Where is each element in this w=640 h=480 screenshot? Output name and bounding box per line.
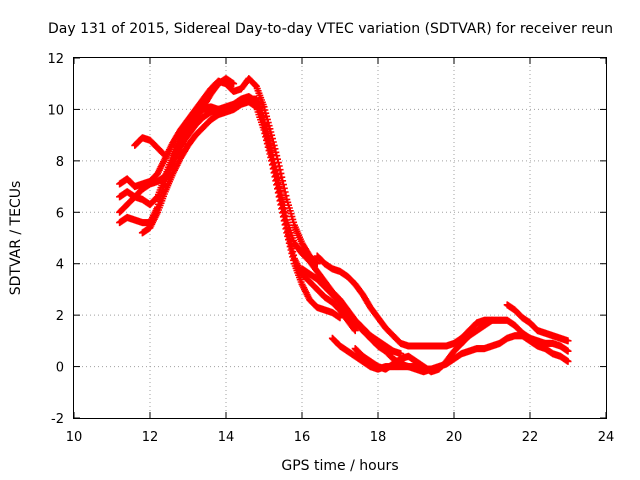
data-point [271, 145, 279, 153]
data-point [277, 169, 285, 177]
data-point [351, 327, 359, 335]
data-point [274, 155, 282, 163]
x-tick-label: 10 [66, 430, 83, 445]
data-point [488, 316, 496, 324]
data-markers [116, 75, 572, 376]
series-trace-6 [131, 134, 169, 160]
data-point [277, 190, 285, 198]
x-tick-label: 18 [370, 430, 387, 445]
y-tick-label: -2 [51, 412, 64, 427]
data-point [290, 251, 298, 259]
data-point [230, 80, 238, 88]
data-point [280, 205, 288, 213]
data-point [564, 337, 572, 345]
y-tick-label: 10 [47, 103, 64, 118]
data-point [264, 119, 272, 127]
data-point [260, 103, 268, 111]
data-point [273, 171, 281, 179]
data-point [263, 126, 271, 134]
data-point [161, 152, 169, 160]
data-point [279, 181, 287, 189]
data-point [278, 194, 286, 202]
data-point [312, 259, 320, 267]
y-tick-label: 0 [56, 361, 64, 376]
x-tick-label: 24 [598, 430, 615, 445]
data-point [267, 128, 275, 136]
series-trace-5 [116, 75, 238, 216]
y-tick-label: 2 [56, 309, 64, 324]
data-point [266, 125, 274, 133]
data-point [268, 135, 276, 143]
data-point [263, 129, 271, 137]
data-point [265, 122, 273, 130]
x-tick-label: 16 [294, 430, 311, 445]
data-point [282, 212, 290, 220]
chart-title: Day 131 of 2015, Sidereal Day-to-day VTE… [48, 21, 613, 37]
grid-lines [74, 58, 606, 418]
data-point [281, 188, 289, 196]
data-point [263, 115, 271, 123]
data-point [276, 186, 284, 194]
data-point [275, 183, 283, 191]
data-point [350, 325, 358, 333]
data-point [160, 151, 168, 159]
plot-frame [73, 57, 607, 419]
y-tick-label: 4 [56, 258, 64, 273]
data-point [273, 152, 281, 160]
data-point [262, 123, 270, 131]
data-point [272, 148, 280, 156]
data-point [274, 179, 282, 187]
data-point [279, 177, 287, 185]
data-point [272, 167, 280, 175]
y-tick-label: 12 [47, 52, 64, 67]
data-point [274, 175, 282, 183]
data-point [270, 141, 278, 149]
series-trace-11 [328, 334, 435, 376]
data-point [427, 365, 435, 373]
x-tick-label: 12 [142, 430, 159, 445]
x-axis-label: GPS time / hours [281, 458, 398, 474]
data-point [262, 109, 270, 117]
data-point [275, 162, 283, 170]
series-trace-9 [351, 316, 496, 376]
y-axis-label: SDTVAR / TECUs [8, 181, 24, 296]
y-tick-label: 8 [56, 155, 64, 170]
data-point [279, 197, 287, 205]
data-point [564, 347, 572, 355]
data-point [313, 260, 321, 268]
data-point [288, 244, 296, 252]
data-point [336, 314, 344, 322]
series-trace-2 [116, 93, 359, 335]
x-tick-label: 22 [522, 430, 539, 445]
data-point [274, 159, 282, 167]
series-trace-3 [116, 95, 405, 358]
data-point [261, 106, 269, 114]
data-point [282, 192, 290, 200]
y-tick-label: 6 [56, 206, 64, 221]
plot-area [116, 75, 572, 376]
data-point [280, 184, 288, 192]
data-point [278, 173, 286, 181]
data-point [268, 131, 276, 139]
data-point [269, 138, 277, 146]
series-trace-10 [503, 301, 572, 345]
data-point [564, 357, 572, 365]
data-point [289, 248, 297, 256]
data-point [281, 209, 289, 217]
data-point [263, 112, 271, 120]
x-tick-label: 14 [218, 430, 235, 445]
data-point [276, 166, 284, 174]
x-tick-label: 20 [446, 430, 463, 445]
